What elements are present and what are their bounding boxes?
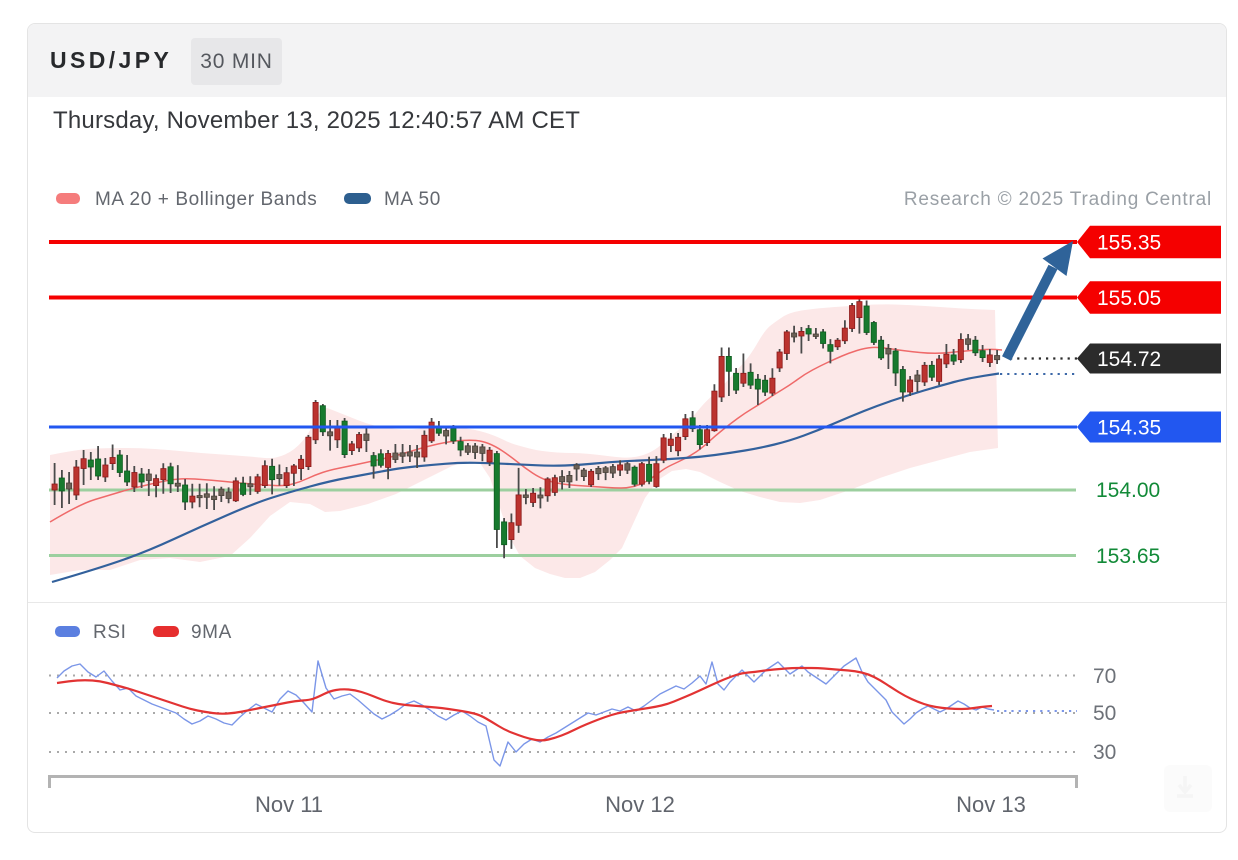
svg-text:154.72: 154.72 bbox=[1097, 348, 1161, 371]
svg-text:30: 30 bbox=[1093, 741, 1116, 764]
svg-text:Nov 12: Nov 12 bbox=[605, 792, 675, 817]
svg-text:9MA: 9MA bbox=[191, 622, 232, 643]
svg-text:RSI: RSI bbox=[93, 622, 126, 643]
svg-text:MA 20 + Bollinger Bands: MA 20 + Bollinger Bands bbox=[95, 189, 317, 210]
svg-text:70: 70 bbox=[1093, 665, 1116, 688]
svg-text:Research © 2025 Trading Centra: Research © 2025 Trading Central bbox=[904, 189, 1212, 210]
svg-text:154.00: 154.00 bbox=[1096, 479, 1160, 502]
svg-text:155.35: 155.35 bbox=[1097, 232, 1161, 255]
svg-text:153.65: 153.65 bbox=[1096, 545, 1160, 568]
svg-text:155.05: 155.05 bbox=[1097, 287, 1161, 310]
svg-text:MA 50: MA 50 bbox=[384, 189, 441, 210]
svg-text:154.35: 154.35 bbox=[1097, 417, 1161, 440]
svg-text:Nov 11: Nov 11 bbox=[255, 792, 323, 817]
svg-text:50: 50 bbox=[1093, 702, 1116, 725]
svg-text:Nov 13: Nov 13 bbox=[956, 792, 1026, 817]
